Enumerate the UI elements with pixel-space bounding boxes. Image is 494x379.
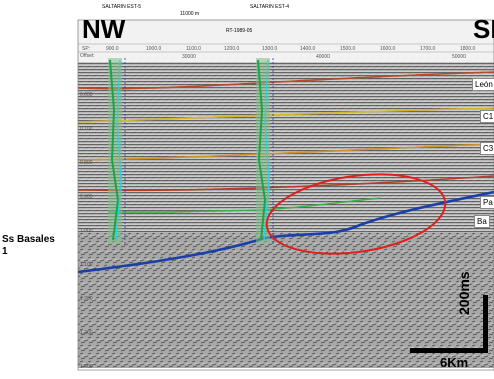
- well-left-label: SALTARIN EST-5: [102, 4, 141, 10]
- highlight-ellipse: [265, 173, 447, 255]
- sp-tick: 1400.0: [300, 46, 316, 52]
- well-spacing: 11000 m: [180, 11, 200, 17]
- offset-label: Offset:: [80, 53, 95, 59]
- offset-tick: 50000: [452, 54, 466, 60]
- time-tick: 0.700: [80, 126, 93, 132]
- horizon-tag-leon: León: [472, 78, 494, 91]
- scale-time-label: 200ms: [456, 271, 472, 315]
- horizon-tag-c1: C1: [480, 110, 494, 123]
- sp-label: SP:: [82, 46, 91, 52]
- scale-bar-horizontal: [410, 348, 488, 353]
- sp-tick: 1500.0: [340, 46, 356, 52]
- sp-tick: 1300.0: [262, 46, 278, 52]
- nw-label: NW: [82, 14, 126, 44]
- horizon-pa: [77, 175, 494, 192]
- horizon-tag-c3: C3: [480, 142, 494, 155]
- sp-tick: 1000.0: [146, 46, 162, 52]
- well-saltarin-est-5: [108, 58, 126, 244]
- scale-bar-vertical: [483, 295, 488, 350]
- time-tick: 0.900: [80, 194, 93, 200]
- line-id: RT-1989-05: [226, 28, 253, 34]
- time-tick: 1.300: [80, 330, 93, 336]
- time-tick: 0.800: [80, 160, 93, 166]
- sp-tick: 900.0: [106, 46, 119, 52]
- well-saltarin-est-4: [256, 58, 274, 244]
- sp-tick: 1600.0: [380, 46, 396, 52]
- horizon-basement: [77, 190, 494, 274]
- sp-tick: 1100.0: [186, 46, 201, 52]
- time-tick: 1.400: [80, 364, 93, 370]
- time-tick: 0.600: [80, 92, 93, 98]
- time-tick: 1.000: [80, 228, 93, 234]
- sp-tick: 1800.0: [460, 46, 476, 52]
- offset-tick: 40000: [316, 54, 330, 60]
- side-label-line1: Ss Basales: [2, 234, 55, 245]
- time-tick: 1.100: [80, 262, 93, 268]
- horizon-tag-ba: Ba: [474, 215, 490, 228]
- horizon-tag-pa: Pa: [480, 196, 494, 209]
- well-right-label: SALTARIN EST-4: [250, 4, 289, 10]
- seismic-section: [78, 58, 494, 368]
- time-tick: 1.200: [80, 296, 93, 302]
- se-label: SE: [473, 14, 494, 44]
- offset-tick: 30000: [182, 54, 196, 60]
- sp-tick: 1200.0: [224, 46, 240, 52]
- scale-dist-label: 6Km: [440, 355, 469, 370]
- horizon-c1: [77, 107, 494, 123]
- horizon-c3: [77, 143, 494, 161]
- sp-tick: 1700.0: [420, 46, 436, 52]
- side-label-line2: 1: [2, 246, 8, 257]
- side-label: Ss Basales 1: [2, 234, 55, 258]
